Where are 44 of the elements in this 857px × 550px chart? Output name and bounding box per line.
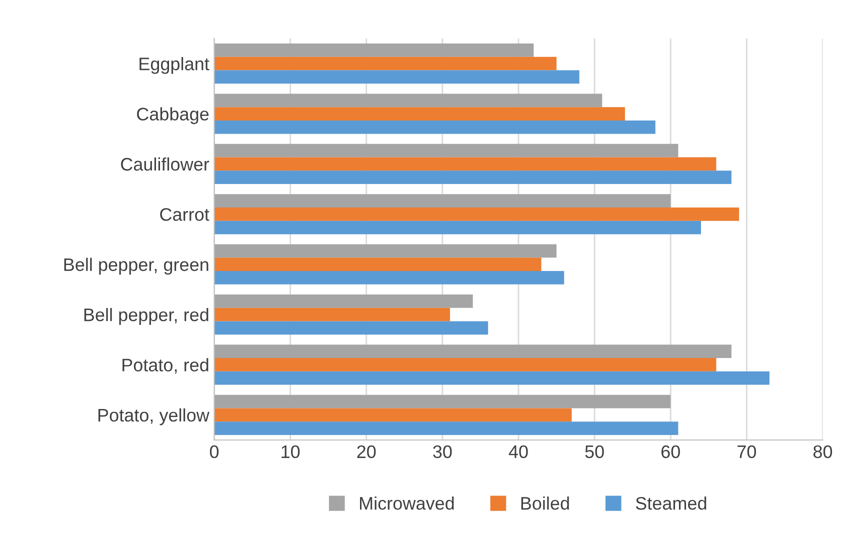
bar [214, 294, 473, 308]
bar [214, 157, 716, 171]
bar [214, 408, 572, 422]
y-tick-label: Carrot [160, 208, 210, 221]
x-tick-label: 70 [738, 445, 756, 458]
bar [214, 170, 732, 184]
bar [214, 120, 656, 134]
y-tick-label: Potato, red [122, 358, 208, 374]
legend-label: Boiled [521, 496, 569, 510]
bar [214, 94, 602, 108]
y-tick-label: Bell pepper, red [84, 308, 208, 325]
legend-label: Microwaved [360, 496, 454, 510]
legend-label: Steamed [636, 496, 706, 510]
y-tick-label: Potato, yellow [98, 408, 210, 426]
y-tick-label: Cabbage [137, 107, 209, 124]
x-tick-label: 30 [433, 445, 452, 458]
bar [214, 321, 488, 335]
x-tick-label: 20 [357, 445, 376, 458]
x-tick-label: 40 [508, 445, 528, 458]
bar [214, 194, 671, 208]
bar [214, 220, 702, 234]
x-tick-label: 60 [661, 445, 680, 458]
bar [214, 244, 557, 258]
x-tick-label: 10 [282, 445, 300, 458]
bar [214, 371, 770, 385]
y-tick-label: Eggplant [140, 57, 210, 74]
bar [214, 422, 678, 435]
bar [214, 70, 580, 84]
y-tick-label: Bell pepper, green [64, 258, 208, 275]
bar [214, 107, 625, 120]
bar [214, 271, 564, 284]
bar [214, 207, 740, 221]
y-tick-label: Cauliflower [121, 157, 210, 171]
x-tick-label: 0 [210, 445, 219, 458]
bar [214, 144, 678, 158]
bar [214, 344, 732, 358]
bar [214, 394, 671, 408]
bar [214, 258, 542, 272]
x-tick-label: 50 [585, 445, 604, 458]
bar [214, 308, 450, 322]
x-tick-label: 80 [813, 445, 832, 458]
bar [214, 56, 557, 70]
bar [214, 44, 534, 57]
bar [214, 358, 716, 372]
